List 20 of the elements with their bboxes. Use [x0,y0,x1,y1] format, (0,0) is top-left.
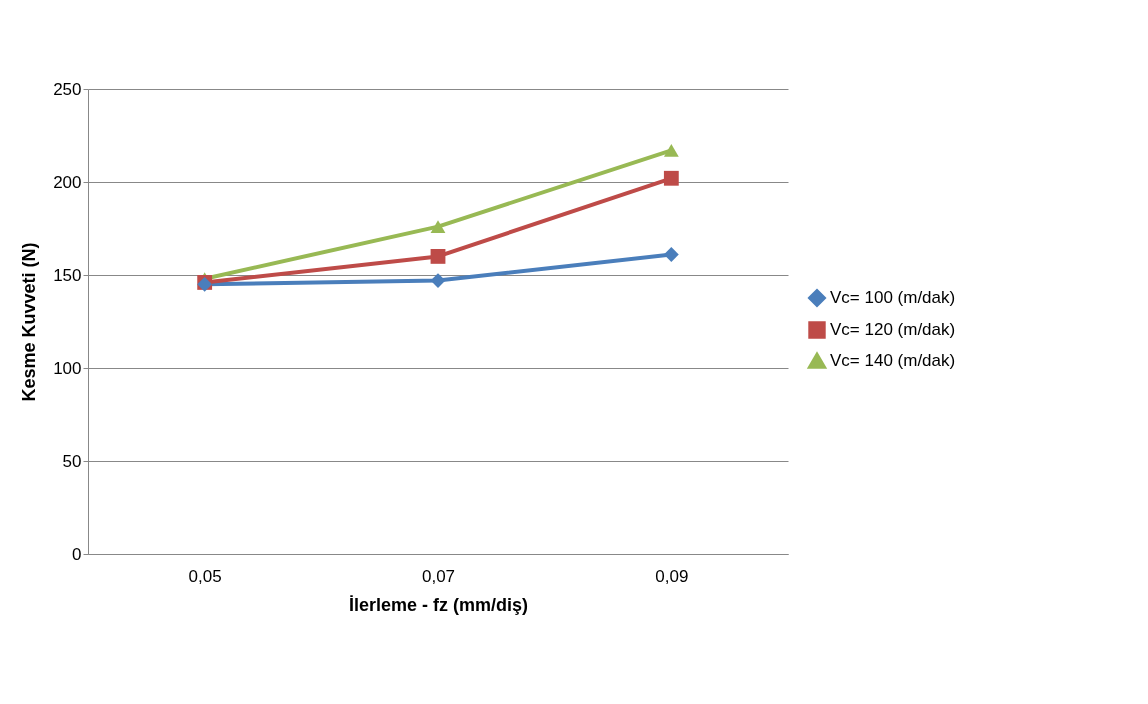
x-axis-title: İlerleme - fz (mm/diş) [348,594,529,615]
y-axis-title: Kesme Kuvveti (N) [19,242,40,402]
legend-label: Vc= 120 (m/dak) [830,320,956,339]
point [663,247,679,262]
y-tick-label: 200 [53,172,82,192]
y-tick-label: 50 [62,451,82,471]
legend-label: Vc= 100 (m/dak) [830,288,956,307]
point [663,143,679,157]
x-tick-label: 0,07 [421,566,456,586]
point [430,220,446,234]
y-tick-label: 150 [53,265,82,285]
legend-label: Vc= 140 (m/dak) [830,351,956,370]
point [663,170,679,186]
point [430,248,446,264]
y-tick-label: 0 [72,544,82,564]
x-tick-label: 0,05 [188,566,222,586]
point [430,273,446,288]
y-tick-label: 250 [53,79,82,99]
y-tick-label: 100 [53,358,82,378]
x-tick-label: 0,09 [655,566,689,586]
